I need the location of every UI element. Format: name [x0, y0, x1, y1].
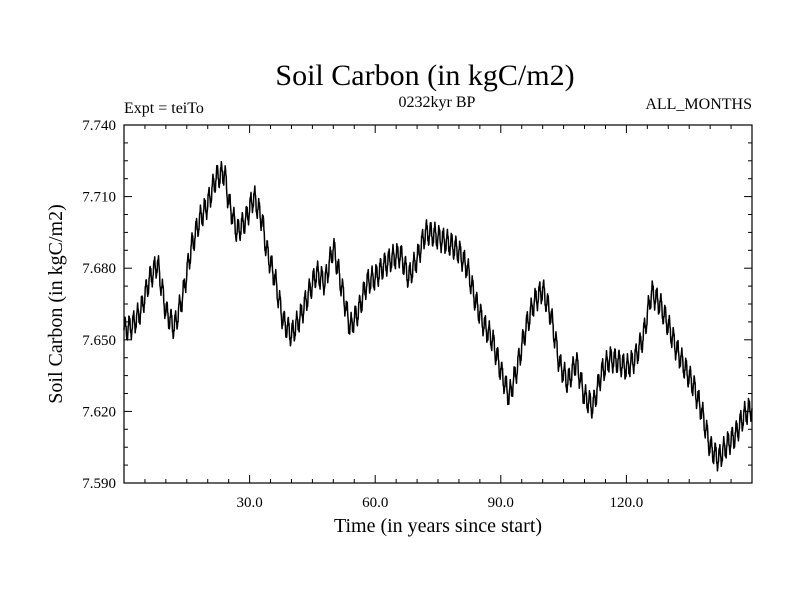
series-layer — [123, 160, 753, 472]
x-tick-label: 60.0 — [362, 495, 388, 511]
y-tick-label: 7.590 — [82, 476, 116, 492]
chart-title: Soil Carbon (in kgC/m2) — [275, 59, 574, 92]
months-label: ALL_MONTHS — [645, 96, 752, 113]
y-tick-label: 7.620 — [82, 404, 116, 420]
y-tick-label: 7.680 — [82, 261, 116, 277]
y-tick-label: 7.710 — [82, 190, 116, 206]
axis-ticks: 7.590 7.620 7.650 7.680 7.710 7.740 30.0 60.0 90… — [82, 118, 752, 511]
x-tick-label: 90.0 — [488, 495, 514, 511]
x-tick-label: 120.0 — [610, 495, 644, 511]
period-label: 0232kyr BP — [399, 94, 476, 111]
y-tick-label: 7.740 — [82, 118, 116, 134]
series-line-soil-carbon — [123, 160, 753, 472]
y-axis-label: Soil Carbon (in kgC/m2) — [45, 204, 67, 403]
plot-frame — [123, 124, 753, 484]
experiment-label: Expt = teiTo — [124, 100, 204, 117]
x-tick-label: 30.0 — [236, 495, 262, 511]
y-tick-label: 7.650 — [82, 333, 116, 349]
x-axis-label: Time (in years since start) — [334, 515, 542, 537]
